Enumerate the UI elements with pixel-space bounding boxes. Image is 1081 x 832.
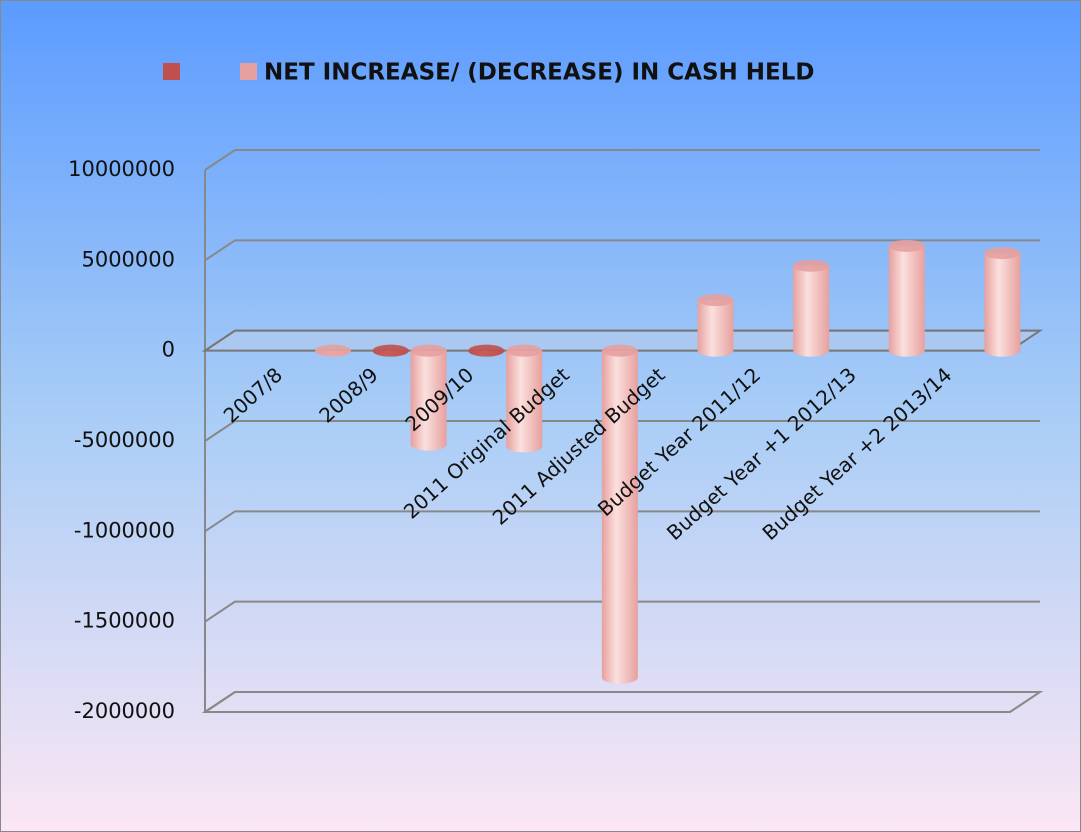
grid-line <box>204 239 1040 262</box>
grid-line <box>204 420 1040 442</box>
y-tick-label: 10000000 <box>68 157 175 181</box>
cylinder-body <box>984 253 1021 357</box>
cylinder-body <box>697 300 734 357</box>
cylinder-cap <box>506 344 543 357</box>
legend-swatch <box>163 63 180 80</box>
bar <box>506 344 543 453</box>
y-tick-label: -1500000 <box>74 609 175 633</box>
cylinder-cap <box>984 247 1021 260</box>
cylinder-body <box>601 350 638 684</box>
y-tick-label: 0 <box>162 338 175 362</box>
cylinder-body <box>506 350 543 453</box>
legend-label: NET INCREASE/ (DECREASE) IN CASH HELD <box>264 60 814 86</box>
bar <box>984 247 1021 357</box>
cylinder-cap <box>315 344 351 357</box>
bar <box>315 344 351 357</box>
bar <box>697 294 734 357</box>
cylinder-cap <box>372 344 409 357</box>
grid-line <box>204 149 1040 171</box>
y-tick-label: -2000000 <box>74 699 175 723</box>
y-tick-label: -5000000 <box>74 428 175 452</box>
cylinder-body <box>888 245 925 357</box>
bar <box>888 239 925 357</box>
cylinder-cap <box>888 239 925 252</box>
bar <box>372 344 409 357</box>
cylinder-cap <box>468 344 505 357</box>
cylinder-cap <box>793 259 830 272</box>
grid-line <box>204 691 1040 713</box>
cylinder-cap <box>697 294 734 307</box>
cylinder-body <box>793 265 830 357</box>
bar <box>601 344 638 684</box>
y-tick-label: -1000000 <box>74 518 175 542</box>
zero-plane <box>201 329 1044 352</box>
cylinder-cap <box>601 344 638 357</box>
grid-line <box>204 510 1040 533</box>
bar <box>793 259 830 357</box>
cylinder-cap <box>410 344 447 357</box>
y-tick-label: 5000000 <box>81 247 175 271</box>
bar <box>410 344 447 451</box>
cylinder-body <box>410 350 447 451</box>
bar <box>468 344 505 357</box>
legend-swatch <box>240 63 257 80</box>
grid-line <box>204 600 1040 623</box>
